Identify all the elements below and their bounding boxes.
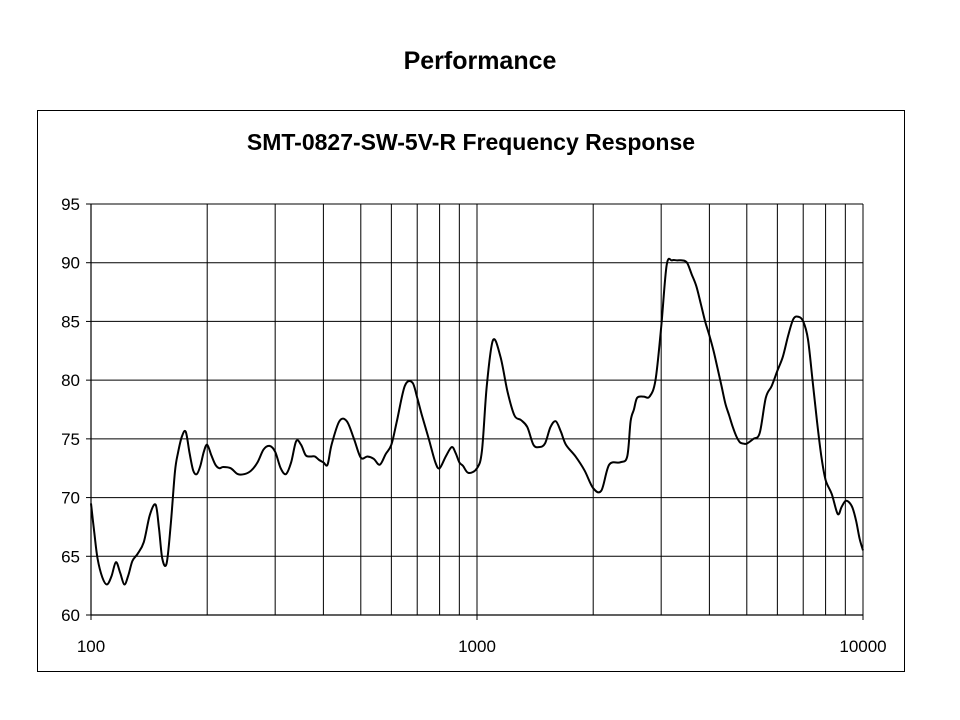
y-tick-label: 60	[61, 606, 80, 625]
y-tick-label: 75	[61, 430, 80, 449]
y-tick-label: 70	[61, 489, 80, 508]
y-tick-label: 90	[61, 254, 80, 273]
x-tick-label: 100	[77, 637, 105, 656]
frequency-response-line	[90, 257, 864, 586]
chart-frame	[37, 110, 905, 672]
x-tick-label: 1000	[458, 637, 496, 656]
y-tick-label: 65	[61, 547, 80, 566]
chart-title: SMT-0827-SW-5V-R Frequency Response	[246, 129, 696, 155]
y-tick-label: 80	[61, 371, 80, 390]
y-tick-label: 95	[61, 195, 80, 214]
y-tick-label: 85	[61, 312, 80, 331]
page-title: Performance	[403, 47, 557, 75]
x-tick-label: 10000	[839, 637, 886, 656]
